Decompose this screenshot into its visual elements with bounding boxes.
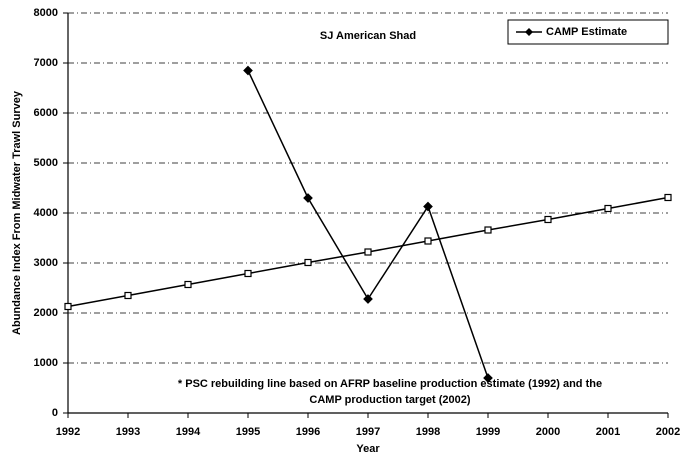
x-tick-label: 1996 bbox=[296, 426, 320, 438]
legend-marker bbox=[525, 28, 533, 36]
x-tick-label: 1994 bbox=[176, 426, 201, 438]
x-tick-label: 1997 bbox=[356, 426, 380, 438]
x-tick-label: 1995 bbox=[236, 426, 260, 438]
y-tick-label: 7000 bbox=[34, 57, 58, 69]
point bbox=[184, 280, 192, 289]
point bbox=[244, 269, 252, 278]
y-tick-label: 2000 bbox=[34, 307, 58, 319]
annotation: CAMP production target (2002) bbox=[309, 394, 470, 406]
y-tick-label: 6000 bbox=[34, 107, 58, 119]
x-tick-label: 2002 bbox=[656, 426, 680, 438]
legend-label: CAMP Estimate bbox=[546, 26, 627, 38]
y-tick-label: 0 bbox=[52, 407, 58, 419]
point bbox=[664, 193, 672, 202]
x-tick-label: 1993 bbox=[116, 426, 140, 438]
annotation: * PSC rebuilding line based on AFRP base… bbox=[178, 378, 602, 390]
point bbox=[484, 226, 492, 234]
point bbox=[483, 373, 493, 383]
point bbox=[304, 258, 312, 267]
y-axis-label: Abundance Index From Midwater Trawl Surv… bbox=[11, 90, 23, 335]
y-tick-label: 3000 bbox=[34, 257, 58, 269]
y-tick-label: 5000 bbox=[34, 157, 58, 169]
point bbox=[363, 294, 373, 304]
point bbox=[64, 302, 72, 311]
x-axis-label: Year bbox=[356, 443, 380, 455]
x-tick-label: 1992 bbox=[56, 426, 80, 438]
y-tick-label: 8000 bbox=[34, 7, 58, 19]
point bbox=[544, 215, 552, 224]
x-tick-label: 1999 bbox=[476, 426, 500, 438]
point bbox=[423, 201, 433, 212]
y-tick-label: 1000 bbox=[34, 357, 58, 369]
y-tick-label: 4000 bbox=[34, 207, 58, 219]
point bbox=[303, 193, 313, 203]
x-tick-label: 2000 bbox=[536, 426, 560, 438]
point bbox=[124, 291, 132, 300]
point bbox=[364, 248, 372, 256]
x-tick-label: 2001 bbox=[596, 426, 620, 438]
point bbox=[243, 65, 253, 76]
chart-title: SJ American Shad bbox=[320, 30, 416, 42]
point bbox=[604, 204, 612, 213]
x-tick-label: 1998 bbox=[416, 426, 440, 438]
point bbox=[424, 237, 432, 245]
